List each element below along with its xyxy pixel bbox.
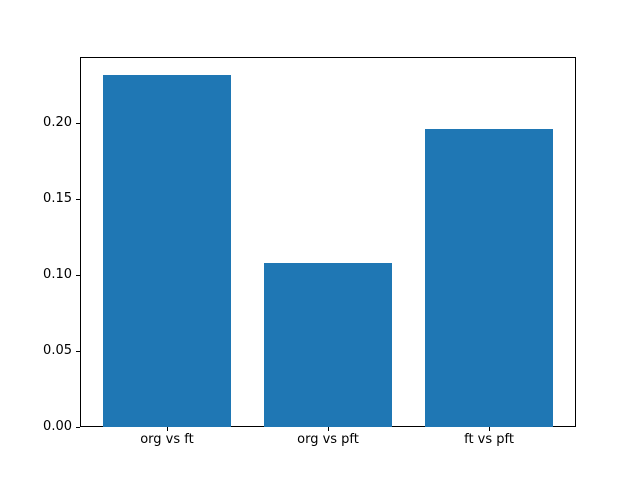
x-tick-label: ft vs pft: [464, 432, 514, 447]
bar-org-vs-ft: [102, 74, 232, 427]
x-tick-mark: [166, 427, 168, 431]
x-tick-label: org vs pft: [297, 432, 359, 447]
y-tick-mark: [76, 123, 80, 125]
y-tick-mark: [76, 427, 80, 428]
plot-area: [80, 57, 576, 427]
y-tick-mark: [76, 351, 80, 353]
x-tick-mark: [328, 427, 329, 431]
y-tick-label: 0.10: [43, 267, 72, 283]
bar-org-vs-pft: [263, 262, 393, 427]
y-tick-label: 0.15: [43, 191, 72, 207]
y-tick-label: 0.00: [43, 419, 72, 434]
y-tick-label: 0.05: [43, 343, 72, 359]
y-tick-mark: [76, 275, 80, 277]
bar-ft-vs-pft: [424, 129, 554, 427]
x-tick-mark: [489, 427, 491, 431]
y-tick-mark: [76, 199, 80, 201]
y-tick-label: 0.20: [43, 115, 72, 131]
x-tick-label: org vs ft: [140, 432, 194, 447]
